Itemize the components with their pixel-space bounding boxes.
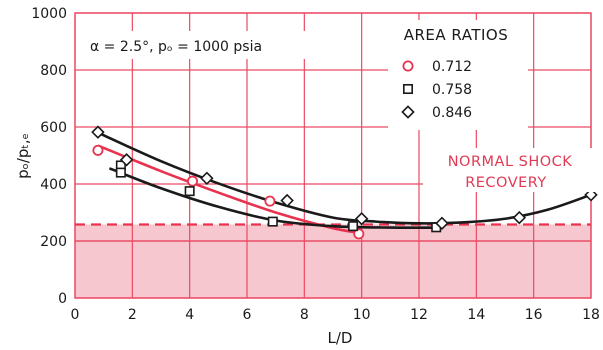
data-point-circle: [187, 175, 199, 187]
y-axis-label: pₒ/pₜ,ₑ: [14, 133, 32, 179]
x-tick-label: 18: [582, 307, 600, 323]
y-tick-label: 1000: [31, 6, 67, 22]
data-point-circle: [353, 228, 365, 240]
normal-shock-label-line2: RECOVERY: [465, 175, 547, 191]
data-point-square: [184, 186, 195, 197]
legend-marker-square: [402, 84, 413, 95]
data-markers: [91, 125, 598, 240]
legend: 0.712 0.758 0.846: [401, 59, 472, 121]
x-tick-labels: 0 2 4 6 8 10 12 14 16 18: [71, 307, 600, 323]
data-point-diamond: [512, 210, 527, 225]
data-point-diamond: [354, 212, 369, 226]
normal-shock-band: [75, 224, 591, 298]
data-point-diamond: [91, 125, 105, 139]
x-tick-label: 14: [467, 307, 485, 323]
legend-marker-circle: [402, 60, 414, 72]
x-tick-label: 8: [300, 307, 309, 323]
y-tick-label: 0: [58, 291, 67, 307]
legend-marker-diamond: [401, 105, 415, 119]
data-point-diamond: [584, 188, 598, 202]
data-point-diamond: [200, 171, 214, 186]
x-tick-label: 12: [410, 307, 428, 323]
x-tick-label: 16: [525, 307, 543, 323]
legend-label: 0.846: [432, 105, 472, 121]
legend-label: 0.758: [432, 82, 472, 98]
normal-shock-label-bg: [423, 148, 595, 192]
y-tick-label: 800: [40, 63, 67, 79]
x-tick-label: 2: [128, 307, 137, 323]
data-point-square: [115, 167, 126, 178]
y-tick-label: 400: [40, 177, 67, 193]
annotation-bg: [80, 31, 330, 59]
data-point-square: [267, 216, 278, 227]
y-tick-labels: 0 200 400 600 800 1000: [31, 6, 67, 307]
data-point-diamond: [280, 193, 294, 208]
x-tick-label: 0: [71, 307, 80, 323]
data-point-diamond: [435, 216, 449, 231]
data-point-diamond: [119, 153, 134, 167]
x-tick-label: 10: [353, 307, 371, 323]
legend-label: 0.712: [432, 59, 472, 75]
normal-shock-label-line1: NORMAL SHOCK: [448, 154, 573, 170]
fit-curve-0.712: [97, 144, 362, 235]
y-tick-label: 200: [40, 234, 67, 250]
legend-title: AREA RATIOS: [404, 26, 509, 44]
y-tick-label: 600: [40, 120, 67, 136]
data-point-square: [348, 221, 359, 232]
x-axis-label: L/D: [328, 329, 353, 347]
data-point-circle: [264, 195, 276, 207]
x-tick-label: 4: [185, 307, 194, 323]
x-tick-label: 6: [243, 307, 252, 323]
condition-annotation: α = 2.5°, pₒ = 1000 psia: [90, 39, 262, 55]
data-point-circle: [92, 144, 104, 156]
